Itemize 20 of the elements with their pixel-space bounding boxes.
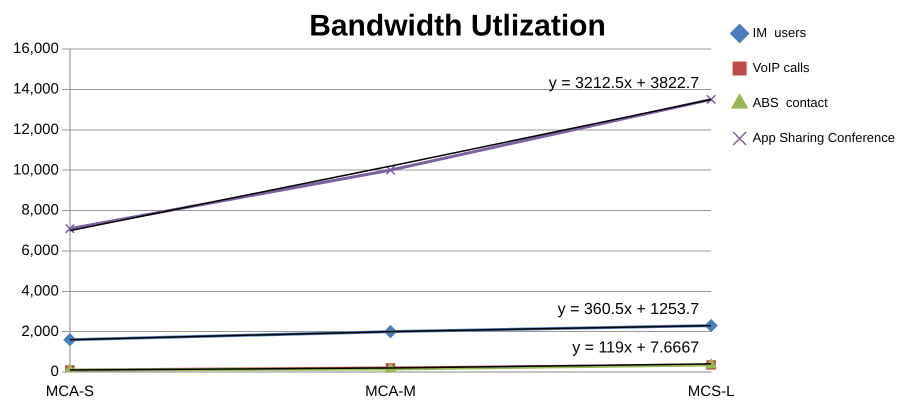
annotation: y = 119x + 7.6667 xyxy=(572,339,700,356)
y-tick-label: 16,000 xyxy=(12,40,59,58)
y-tick-label: 0 xyxy=(50,363,59,380)
legend-label: ABS contact xyxy=(752,95,828,110)
chart-title: Bandwidth Utlization xyxy=(309,9,606,42)
y-tick-label: 6,000 xyxy=(21,242,59,260)
y-tick-label: 14,000 xyxy=(12,80,59,98)
y-tick-label: 4,000 xyxy=(21,282,59,300)
x-tick-label: MCA-S xyxy=(46,383,94,400)
legend-label: IM users xyxy=(752,25,807,40)
legend-label: App Sharing Conference xyxy=(752,130,896,146)
x-tick-label: MCA-M xyxy=(365,383,416,400)
x-tick-label: MCS-L xyxy=(688,383,734,400)
annotation: y = 360.5x + 1253.7 xyxy=(558,300,700,318)
y-tick-label: 12,000 xyxy=(12,120,59,138)
annotation: y = 3212.5x + 3822.7 xyxy=(548,74,700,92)
y-tick-label: 10,000 xyxy=(12,161,59,178)
y-tick-label: 8,000 xyxy=(21,202,59,219)
legend-label: VoIP calls xyxy=(752,60,810,76)
y-tick-label: 2,000 xyxy=(21,322,59,340)
